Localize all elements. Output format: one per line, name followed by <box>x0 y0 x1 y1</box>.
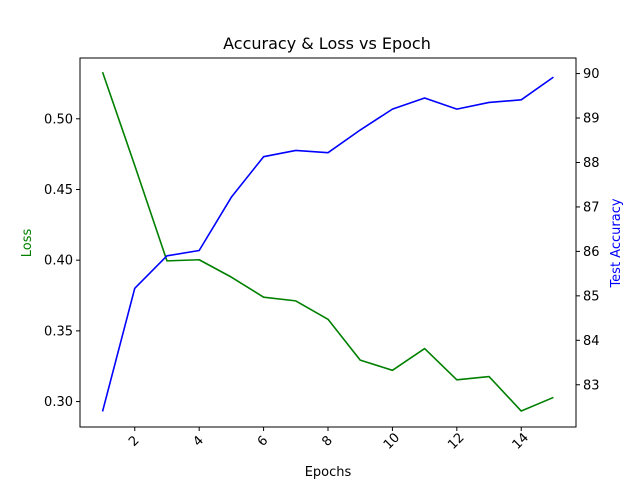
left-y-tick-label: 0.45 <box>44 183 73 198</box>
right-y-tick-label: 90 <box>583 67 600 82</box>
x-tick-label: 10 <box>381 430 403 452</box>
right-y-tick-label: 85 <box>583 289 600 304</box>
right-y-tick-label: 89 <box>583 112 600 127</box>
loss-line <box>101 71 554 412</box>
x-tick-label: 14 <box>510 430 532 452</box>
x-tick-label: 8 <box>319 433 335 449</box>
plot-frame <box>79 57 577 428</box>
chart-title: Accuracy & Loss vs Epoch <box>223 34 431 53</box>
x-tick-label: 4 <box>190 433 206 449</box>
right-y-tick-label: 84 <box>583 334 600 349</box>
x-tick-label: 6 <box>255 433 271 449</box>
right-y-tick-label: 88 <box>583 156 600 171</box>
x-axis-label: Epochs <box>305 465 352 480</box>
x-tick-label: 2 <box>126 433 142 449</box>
left-y-tick-label: 0.35 <box>44 324 73 339</box>
left-y-axis-label: Loss <box>20 229 35 258</box>
x-tick-label: 12 <box>445 430 467 452</box>
right-y-tick-label: 87 <box>583 200 600 215</box>
x-axis: 2 4 6 8 10 12 14 <box>126 427 532 453</box>
left-y-axis: 0.30 0.35 0.40 0.45 0.50 <box>44 112 80 410</box>
right-y-tick-label: 83 <box>583 378 600 393</box>
right-y-axis: 83 84 85 86 87 88 89 90 <box>576 67 600 393</box>
left-y-tick-label: 0.30 <box>44 395 73 410</box>
series-lines <box>101 71 554 412</box>
accuracy-line <box>101 76 554 412</box>
left-y-tick-label: 0.40 <box>44 254 73 269</box>
right-y-tick-label: 86 <box>583 245 600 260</box>
right-y-axis-label: Test Accuracy <box>609 198 624 288</box>
left-y-tick-label: 0.50 <box>44 112 73 127</box>
